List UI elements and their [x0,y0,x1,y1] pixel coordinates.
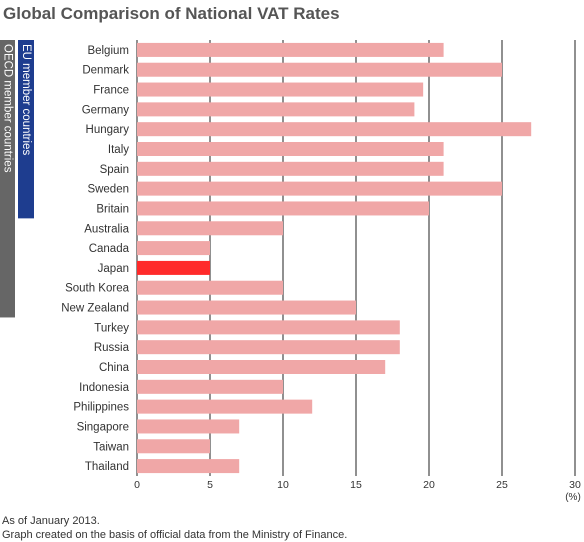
bar-indonesia [137,379,283,394]
category-label-sweden: Sweden [87,184,129,196]
category-label-australia: Australia [84,223,129,235]
x-tick-10: 10 [277,479,289,491]
x-tick-25: 25 [496,479,508,491]
bar-turkey [137,320,400,335]
bar-taiwan [137,439,210,454]
chart-title: Global Comparison of National VAT Rates [3,4,340,23]
group-oecd-member-countries-label: OECD member countries [2,44,14,173]
x-tick-labels: 0 5 10 15 20 25 30 [134,479,581,491]
category-label-japan: Japan [98,263,129,275]
x-tick-0: 0 [134,479,140,491]
category-label-belgium: Belgium [87,45,129,57]
x-tick-30: 30 [569,479,581,491]
group-oecd-member-countries-bracket [0,40,15,318]
bar-japan [137,260,210,275]
footnote-date: As of January 2013. [2,515,100,527]
category-label-spain: Spain [100,164,129,176]
category-label-philippines: Philippines [73,402,129,414]
category-label-italy: Italy [108,144,129,156]
bar-south-korea [137,280,283,295]
group-brackets: EU member countries OECD member countries [0,40,34,318]
category-label-china: China [99,362,130,374]
category-label-new-zealand: New Zealand [61,303,129,315]
bar-britain [137,201,429,216]
category-label-south-korea: South Korea [65,283,130,295]
bar-germany [137,102,415,117]
category-label-france: France [93,85,129,97]
bars [137,42,532,474]
category-label-singapore: Singapore [77,421,129,433]
bar-denmark [137,62,502,77]
category-label-hungary: Hungary [86,124,130,136]
bar-australia [137,221,283,236]
category-label-canada: Canada [89,243,130,255]
bar-russia [137,340,400,355]
bar-canada [137,241,210,256]
group-eu-member-countries-label: EU member countries [20,44,32,155]
bar-philippines [137,399,313,414]
category-label-germany: Germany [82,104,130,116]
bar-belgium [137,42,444,57]
bar-thailand [137,459,240,474]
bar-hungary [137,122,532,137]
bar-sweden [137,181,502,196]
bar-china [137,360,386,374]
group-eu-member-countries-bracket [18,40,34,219]
category-labels: Belgium Denmark France Germany Hungary Italy S… [61,45,129,473]
category-label-turkey: Turkey [94,322,129,334]
category-label-denmark: Denmark [82,65,129,77]
x-tick-20: 20 [423,479,435,491]
bar-spain [137,161,444,176]
bar-italy [137,142,444,156]
bar-france [137,82,424,97]
category-label-thailand: Thailand [85,461,129,473]
x-tick-15: 15 [350,479,362,491]
bar-singapore [137,419,240,434]
category-label-russia: Russia [94,342,130,354]
category-label-indonesia: Indonesia [79,382,129,394]
footnote-source: Graph created on the basis of official d… [2,529,348,541]
category-label-taiwan: Taiwan [93,441,129,453]
bar-new-zealand [137,300,356,315]
x-unit-label: (%) [565,492,581,503]
category-label-britain: Britain [96,203,129,215]
x-tick-5: 5 [207,479,213,491]
